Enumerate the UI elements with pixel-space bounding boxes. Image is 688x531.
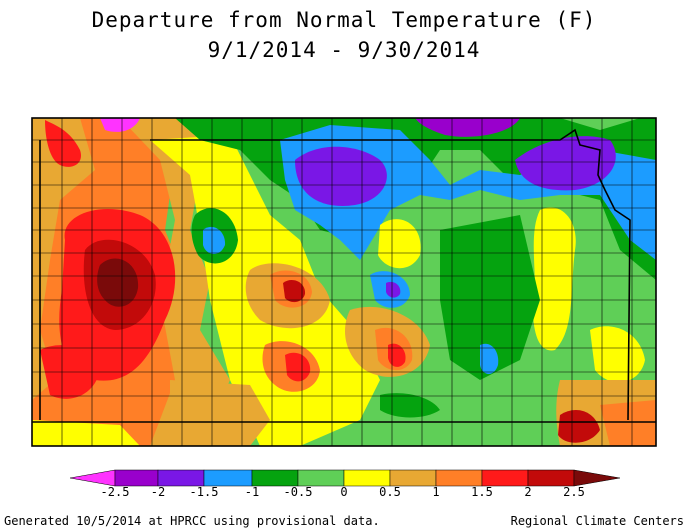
generation-note: Generated 10/5/2014 at HPRCC using provi… — [4, 514, 380, 528]
legend-tick-label: 1 — [432, 485, 439, 499]
legend-tick-label: -2.5 — [101, 485, 130, 499]
legend-swatch-1.5-2 — [481, 469, 529, 487]
county-boundaries — [32, 118, 656, 446]
state-boundaries — [31, 117, 657, 447]
map-date-range: 9/1/2014 - 9/30/2014 — [207, 38, 481, 62]
legend-tick-labels: -2.5 -2 -1.5 -1 -0.5 0 0.5 1 1.5 2 2.5 — [101, 485, 585, 499]
legend-swatch-2.5-2 — [114, 469, 159, 487]
legend-swatch-1.5-1 — [203, 469, 253, 487]
legend-swatch-1-1.5 — [435, 469, 483, 487]
legend-tick-label: 2.5 — [563, 485, 585, 499]
legend-tick-label: 1.5 — [471, 485, 493, 499]
legend-swatch-2-2.5 — [527, 469, 575, 487]
map-title: Departure from Normal Temperature (F) — [91, 8, 597, 32]
legend-swatch-0.5-1 — [389, 469, 437, 487]
credit-label: Regional Climate Centers — [510, 514, 684, 528]
legend-swatch-above-2.5 — [573, 469, 621, 487]
legend-swatch-2-1.5 — [157, 469, 205, 487]
legend-colorbar — [69, 469, 621, 487]
legend-tick-label: 0.5 — [379, 485, 401, 499]
legend-tick-label: 0 — [340, 485, 347, 499]
contour-fill — [32, 118, 656, 446]
legend-tick-label: -1.5 — [190, 485, 219, 499]
legend-tick-label: -0.5 — [284, 485, 313, 499]
legend-tick-label: -1 — [245, 485, 259, 499]
legend-tick-label: -2 — [151, 485, 165, 499]
legend-swatch-0-0.5 — [343, 469, 391, 487]
legend-swatch-below-2.5 — [69, 469, 116, 487]
legend-swatch-0.5-0 — [297, 469, 345, 487]
legend-tick-label: 2 — [524, 485, 531, 499]
legend-swatch-1-0.5 — [251, 469, 299, 487]
